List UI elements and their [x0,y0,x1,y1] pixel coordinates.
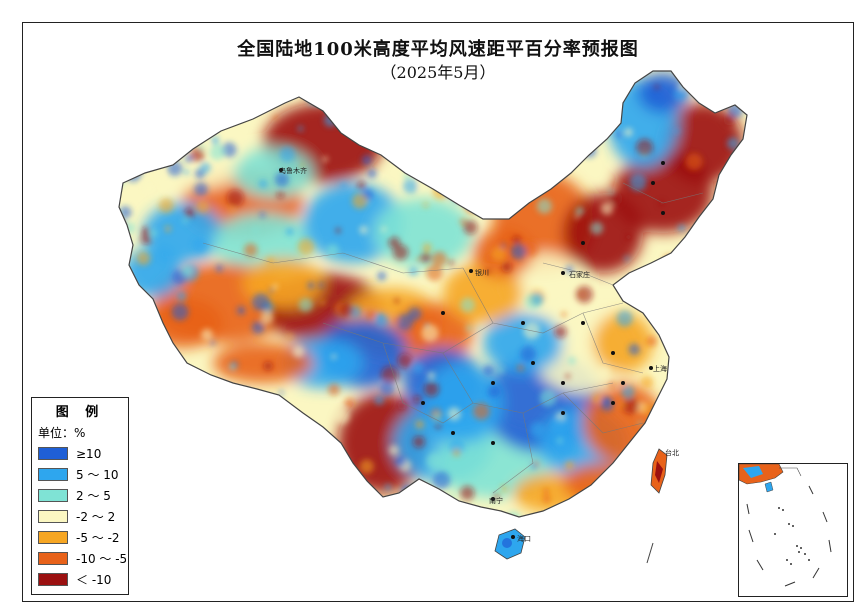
city-label-nanning: 南宁 [489,496,503,505]
inset-map [738,463,832,587]
legend-swatch [38,552,68,565]
city-label-yinchuan: 银川 [475,268,489,277]
legend-swatch [38,489,68,502]
city-dot [611,351,615,355]
city-dot [531,361,535,365]
city-dot [661,211,665,215]
city-dot [581,241,585,245]
legend-label: ≥10 [76,446,102,461]
city-dot [421,401,425,405]
city-dot [279,168,283,172]
city-dot [451,431,455,435]
legend-swatch [38,447,68,460]
city-dot [491,497,495,501]
legend-label: -10 ～ -5 [76,552,128,566]
legend-label: -2 ～ 2 [76,510,116,524]
city-dot [561,411,565,415]
city-dot [561,381,565,385]
city-label-shanghai: 上海 [653,364,667,373]
legend-entry: -2 ～ 2 [38,509,115,524]
city-dot [441,311,445,315]
legend-entry: -5 ～ -2 [38,530,120,545]
city-dot [521,321,525,325]
legend-heading: 图 例 [55,405,105,420]
legend-entry: ＜ -10 [38,572,111,587]
legend-swatch [38,531,68,544]
city-label-taibei: 台北 [665,448,679,457]
city-label-shijiazhuang: 石家庄 [569,270,590,279]
map-title: 全国陆地100米高度平均风速距平百分率预报图 [237,39,639,60]
legend-label: -5 ～ -2 [76,531,120,545]
legend-entry: -10 ～ -5 [38,551,127,566]
legend-unit: 单位：% [38,426,86,440]
city-dot [511,535,515,539]
city-label-urumqi: 乌鲁木齐 [279,166,307,175]
legend-entry: ≥10 [38,446,101,461]
city-dot [491,381,495,385]
map-subtitle: （2025年5月） [380,63,496,82]
city-dot [649,366,653,370]
legend-label: ＜ -10 [76,573,112,587]
city-dot [469,269,473,273]
city-dot [621,381,625,385]
legend-box: 图 例 单位：% ≥10 5 ～ 10 2 ～ 5 -2 ～ 2 -5 ～ -2 -10 … [31,397,129,595]
legend-swatch [38,468,68,481]
legend-entry: 2 ～ 5 [38,488,111,503]
legend-swatch [38,510,68,523]
city-dot [651,181,655,185]
city-dot [561,271,565,275]
legend-label: 5 ～ 10 [76,468,119,482]
south-china-sea-inset [738,463,848,597]
china-map: 乌鲁木齐 银川 石家庄 上海 台北 南宁 海口 [118,70,748,564]
city-dot [611,401,615,405]
legend-swatch [38,573,68,586]
legend-label: 2 ～ 5 [76,489,111,503]
city-dot [581,321,585,325]
map-frame: 乌鲁木齐 银川 石家庄 上海 台北 南宁 海口 全国陆地100米高度平均风速距平… [22,22,854,602]
legend-entry: 5 ～ 10 [38,467,119,482]
city-label-haikou: 海口 [517,534,531,543]
city-dot [661,161,665,165]
city-dot [491,441,495,445]
